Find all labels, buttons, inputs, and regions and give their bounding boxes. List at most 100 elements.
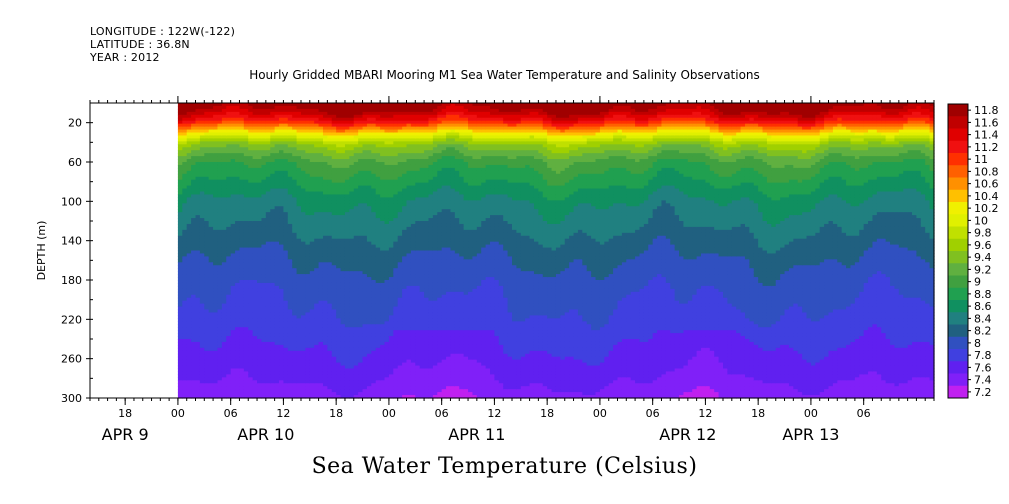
field-cell <box>226 309 232 314</box>
field-cell <box>239 218 245 222</box>
field-cell <box>208 344 214 349</box>
field-cell <box>230 156 236 160</box>
field-cell <box>199 336 205 340</box>
field-cell <box>221 291 227 296</box>
field-cell <box>177 188 183 193</box>
field-cell <box>186 356 192 361</box>
field-cell <box>195 347 201 352</box>
field-cell <box>243 206 249 210</box>
field-cell <box>221 359 227 364</box>
field-cell <box>204 218 210 222</box>
field-cell <box>248 103 254 107</box>
field-cell <box>199 212 205 216</box>
field-cell <box>243 262 249 266</box>
field-cell <box>199 215 205 219</box>
field-cell <box>195 336 201 340</box>
field-cell <box>195 324 201 328</box>
field-cell <box>186 194 192 198</box>
field-cell <box>217 294 223 299</box>
field-cell <box>204 291 210 296</box>
field-cell <box>226 126 232 131</box>
field-cell <box>204 318 210 322</box>
field-cell <box>208 173 214 178</box>
field-cell <box>230 132 236 137</box>
field-cell <box>243 341 249 346</box>
field-cell <box>177 170 183 175</box>
field-cell <box>199 203 205 207</box>
field-cell <box>204 374 210 378</box>
field-cell <box>213 185 219 190</box>
field-cell <box>230 312 236 316</box>
field-cell <box>186 374 192 378</box>
field-cell <box>208 103 214 107</box>
field-cell <box>239 105 245 110</box>
field-cell <box>204 339 210 343</box>
field-cell <box>199 144 205 148</box>
field-cell <box>213 114 219 119</box>
field-cell <box>204 250 210 255</box>
field-cell <box>177 350 183 355</box>
field-cell <box>182 303 188 308</box>
field-cell <box>230 371 236 375</box>
field-cell <box>195 377 201 381</box>
field-cell <box>177 197 183 201</box>
field-cell <box>239 215 245 219</box>
field-cell <box>243 153 249 157</box>
field-cell <box>217 280 223 284</box>
field-cell <box>191 271 197 275</box>
field-cell <box>217 368 223 373</box>
field-cell <box>208 271 214 275</box>
field-cell <box>195 303 201 308</box>
field-cell <box>186 306 192 311</box>
field-cell <box>230 103 236 107</box>
field-cell <box>243 176 249 181</box>
field-cell <box>195 194 201 198</box>
field-cell <box>230 176 236 181</box>
field-cell <box>182 359 188 364</box>
field-cell <box>243 111 249 116</box>
field-cell <box>239 194 245 198</box>
field-cell <box>186 159 192 163</box>
field-cell <box>186 244 192 249</box>
field-cell <box>239 395 245 399</box>
field-cell <box>213 221 219 225</box>
field-cell <box>182 235 188 240</box>
field-cell <box>230 200 236 204</box>
field-cell <box>235 218 241 222</box>
field-cell <box>243 247 249 252</box>
field-cell <box>221 365 227 370</box>
field-cell <box>226 235 232 240</box>
field-cell <box>195 268 201 272</box>
field-cell <box>243 150 249 154</box>
field-cell <box>199 262 205 266</box>
field-cell <box>217 244 223 249</box>
field-cell <box>186 392 192 396</box>
field-cell <box>230 235 236 240</box>
field-cell <box>221 241 227 246</box>
field-cell <box>182 368 188 373</box>
field-cell <box>239 179 245 184</box>
field-cell <box>199 132 205 137</box>
field-cell <box>239 374 245 378</box>
field-cell <box>243 147 249 151</box>
field-cell <box>191 223 197 228</box>
field-cell <box>177 164 183 169</box>
field-cell <box>239 156 245 160</box>
field-cell <box>182 336 188 340</box>
field-cell <box>204 344 210 349</box>
field-cell <box>191 209 197 213</box>
field-cell <box>195 167 201 172</box>
field-cell <box>243 209 249 213</box>
field-cell <box>191 327 197 331</box>
field-cell <box>182 159 188 163</box>
field-cell <box>239 339 245 343</box>
field-cell <box>213 182 219 187</box>
field-cell <box>239 253 245 257</box>
field-cell <box>213 176 219 181</box>
field-cell <box>226 365 232 370</box>
field-cell <box>217 353 223 358</box>
field-cell <box>230 336 236 340</box>
field-cell <box>230 108 236 113</box>
field-cell <box>217 173 223 178</box>
field-cell <box>191 150 197 154</box>
